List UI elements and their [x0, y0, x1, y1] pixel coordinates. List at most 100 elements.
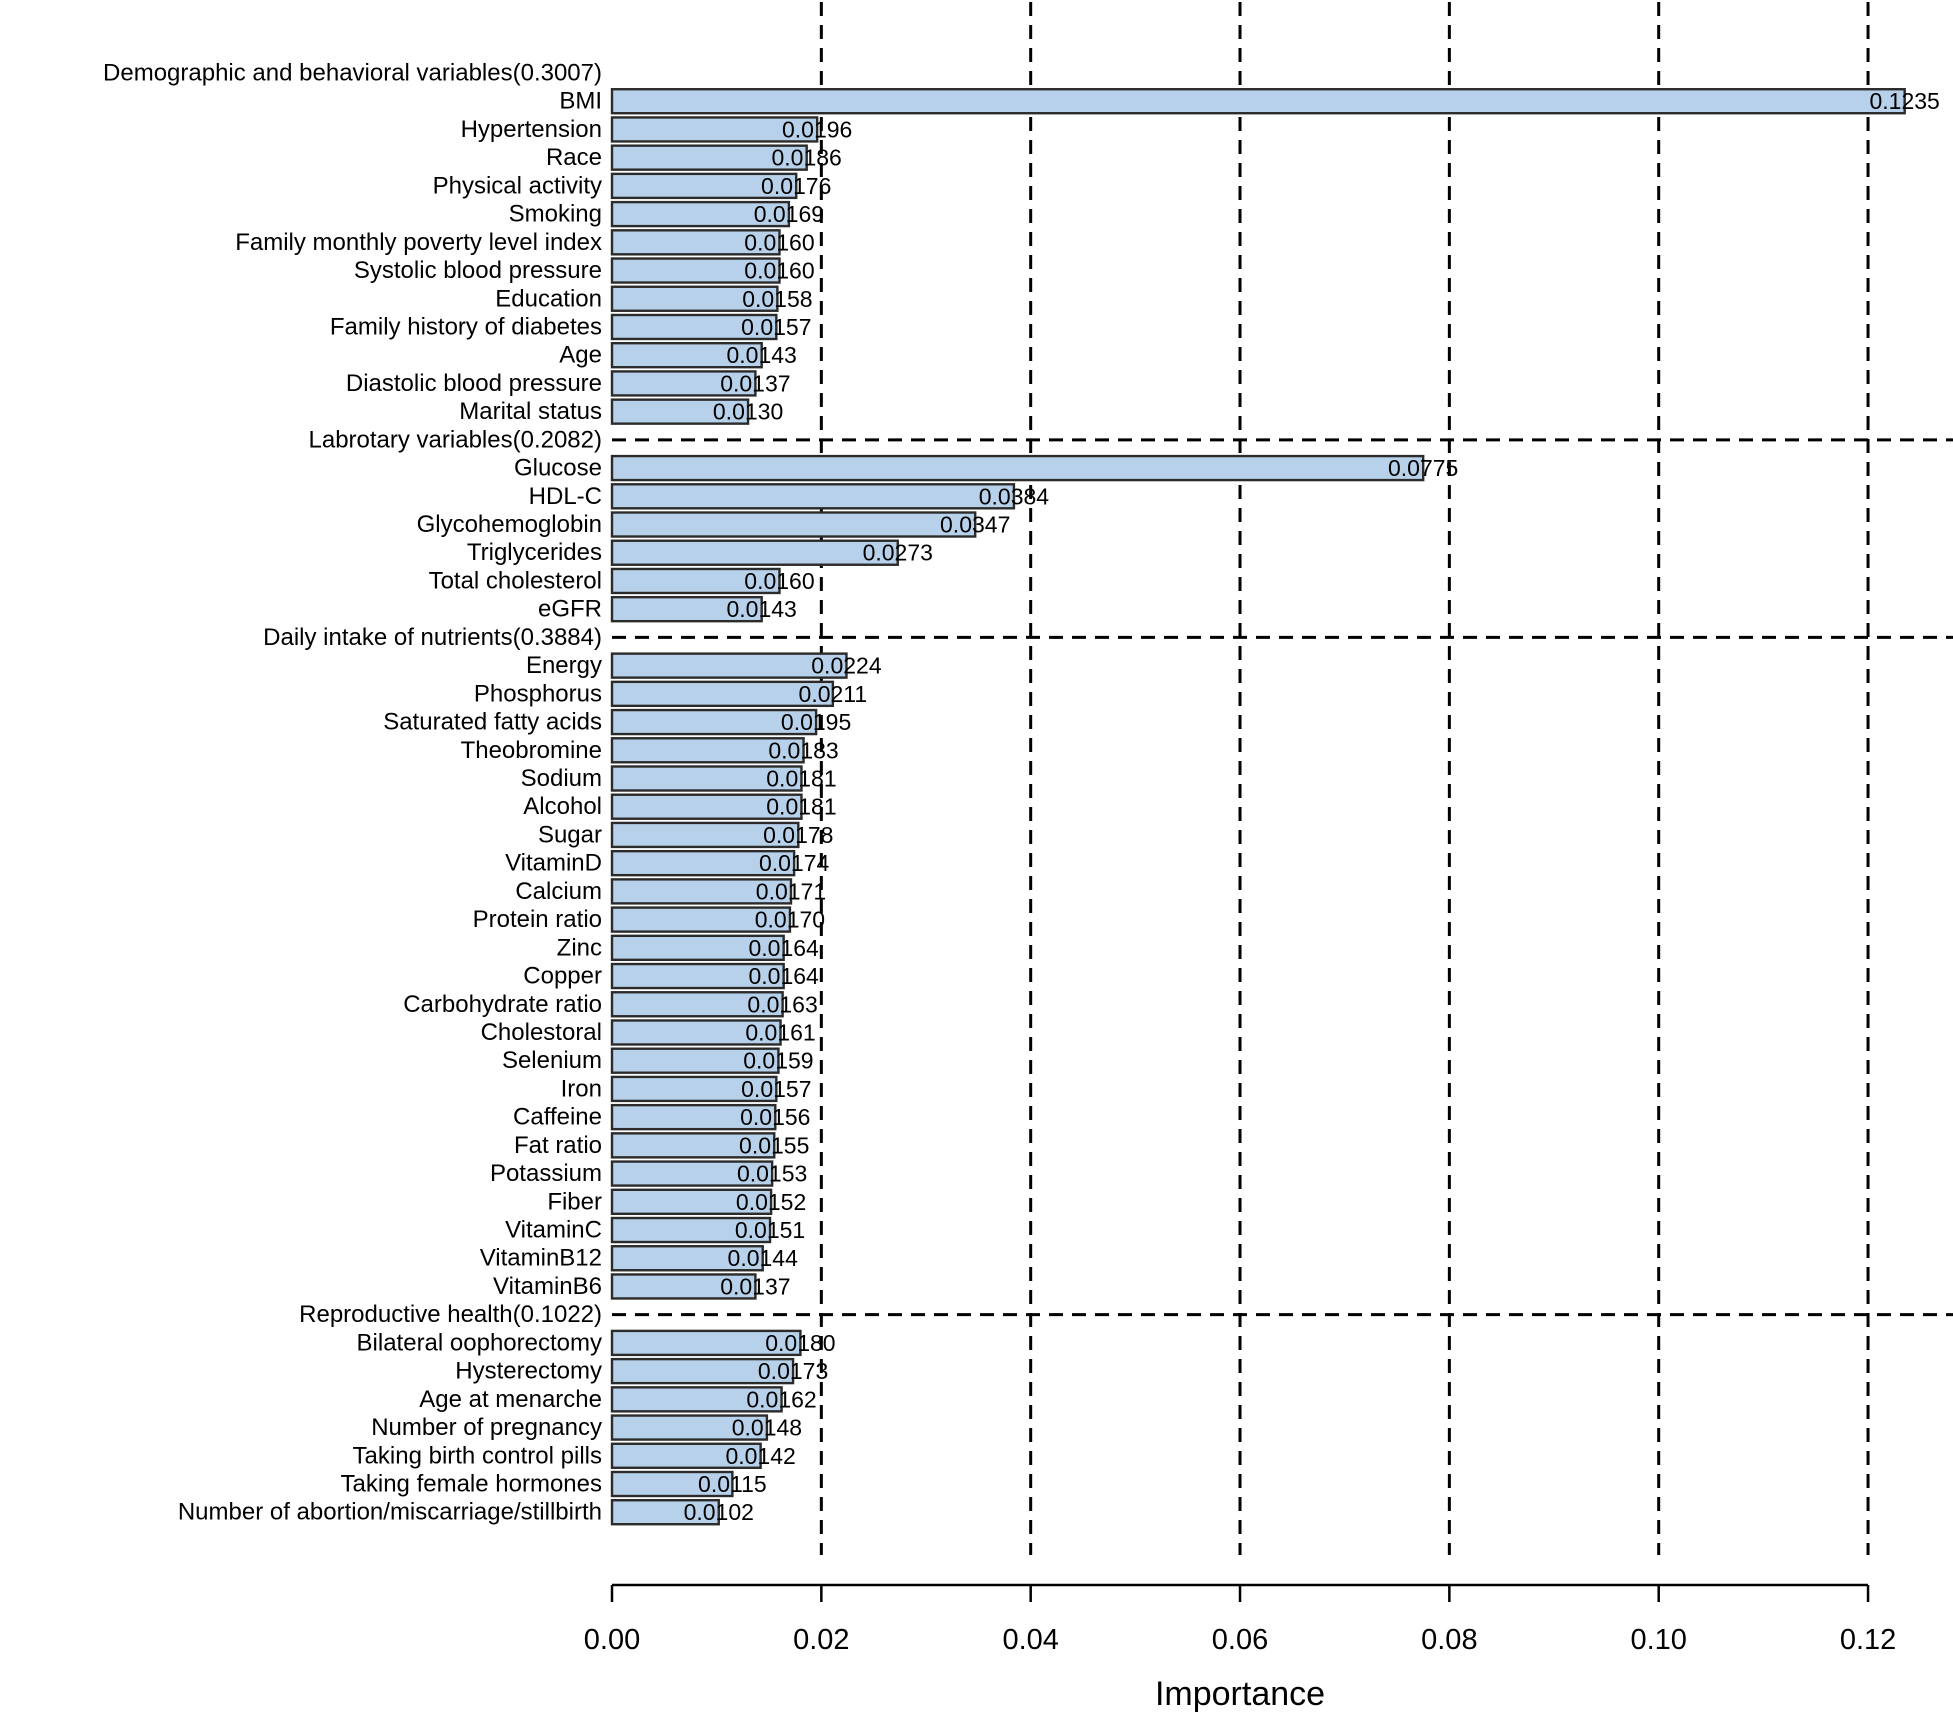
- x-tick-label: 0.06: [1212, 1624, 1268, 1656]
- bar-value: 0.0115: [698, 1471, 767, 1497]
- bar-value: 0.0347: [940, 512, 1010, 538]
- row-label: Taking birth control pills: [353, 1442, 602, 1469]
- bar: [610, 595, 763, 623]
- bar: [610, 398, 750, 425]
- row-label: Education: [495, 285, 602, 312]
- row-label: Carbohydrate ratio: [403, 991, 602, 1018]
- row-label: Fiber: [547, 1188, 602, 1215]
- x-tick-label: 0.04: [1002, 1624, 1058, 1656]
- bar-value: 0.0159: [743, 1048, 813, 1074]
- bar-value: 0.0195: [781, 709, 851, 735]
- bar-value: 0.0163: [747, 991, 817, 1017]
- bar-value: 0.0384: [979, 483, 1050, 509]
- bar: [610, 1245, 764, 1272]
- bar-value: 0.0211: [799, 681, 868, 707]
- bar-value: 0.0181: [766, 794, 836, 820]
- x-tick-label: 0.00: [584, 1624, 640, 1656]
- bar: [610, 821, 800, 849]
- row-label: eGFR: [538, 596, 602, 623]
- row-label: Alcohol: [523, 793, 602, 820]
- row-label: Caffeine: [513, 1104, 602, 1131]
- group-label: Demographic and behavioral variables(0.3…: [103, 60, 602, 87]
- bar: [610, 934, 785, 962]
- bar: [610, 1329, 802, 1357]
- bar: [610, 172, 798, 200]
- bar: [610, 229, 781, 256]
- row-label: Systolic blood pressure: [354, 257, 602, 284]
- bar-value: 0.0164: [748, 963, 819, 989]
- row-label: Hypertension: [461, 116, 602, 143]
- bar-value: 0.0143: [726, 596, 796, 622]
- bar-value: 0.0102: [684, 1499, 754, 1525]
- row-label: Taking female hormones: [341, 1471, 602, 1498]
- bar: [610, 991, 784, 1018]
- bar-value: 0.0170: [755, 907, 825, 933]
- bar-value: 0.0143: [726, 342, 796, 368]
- bar-value: 0.0158: [742, 286, 812, 312]
- bar: [610, 878, 793, 905]
- bar: [610, 906, 792, 933]
- row-label: Age at menarche: [419, 1386, 602, 1413]
- x-tick-label: 0.12: [1840, 1624, 1896, 1656]
- row-label: Fat ratio: [514, 1132, 602, 1159]
- bar: [610, 1047, 780, 1074]
- row-label: Phosphorus: [474, 680, 602, 707]
- bar-value: 0.0157: [741, 1076, 811, 1102]
- row-label: Calcium: [515, 878, 602, 905]
- bar-value: 0.1235: [1869, 88, 1939, 114]
- bar-value: 0.0160: [744, 229, 814, 255]
- bar-value: 0.0171: [756, 878, 826, 904]
- row-label: Protein ratio: [473, 906, 602, 933]
- row-label: Family history of diabetes: [330, 313, 602, 340]
- bar: [610, 285, 779, 312]
- bar: [610, 1386, 783, 1413]
- group-label: Labrotary variables(0.2082): [309, 426, 603, 453]
- bar: [610, 1132, 776, 1159]
- row-label: VitaminB12: [480, 1245, 602, 1272]
- bar: [610, 257, 781, 284]
- bar: [610, 708, 818, 736]
- bar-value: 0.0137: [720, 1273, 790, 1299]
- bar-value: 0.0173: [758, 1358, 828, 1384]
- bar-value: 0.0162: [746, 1386, 816, 1412]
- bar: [610, 370, 757, 397]
- row-label: Family monthly poverty level index: [235, 229, 602, 256]
- row-label: Glucose: [514, 455, 602, 482]
- bar: [610, 567, 781, 595]
- bar: [610, 1160, 774, 1187]
- bar-value: 0.0142: [725, 1443, 795, 1469]
- bar-value: 0.0196: [782, 116, 852, 142]
- group-label: Daily intake of nutrients(0.3884): [263, 624, 602, 651]
- row-label: Triglycerides: [467, 539, 602, 566]
- row-label: Number of abortion/miscarriage/stillbirt…: [178, 1499, 602, 1526]
- row-label: Saturated fatty acids: [383, 709, 602, 736]
- bar-value: 0.0151: [735, 1217, 805, 1243]
- bar-value: 0.0775: [1388, 455, 1458, 481]
- bar: [610, 1470, 734, 1498]
- bar: [610, 1216, 772, 1244]
- bar-value: 0.0180: [765, 1330, 835, 1356]
- bar: [610, 793, 803, 820]
- row-label: Glycohemoglobin: [417, 511, 602, 538]
- bar-value: 0.0186: [772, 145, 842, 171]
- bar: [610, 483, 1016, 510]
- row-label: Number of pregnancy: [371, 1414, 602, 1441]
- bar-value: 0.0130: [713, 399, 783, 425]
- bar: [610, 88, 1906, 115]
- bar: [610, 737, 805, 764]
- row-label: Sodium: [521, 765, 602, 792]
- bar: [610, 116, 819, 143]
- bar: [610, 454, 1425, 482]
- bar: [610, 962, 785, 990]
- bar: [610, 680, 835, 708]
- row-label: Smoking: [509, 201, 602, 228]
- bar: [610, 765, 803, 792]
- row-label: Race: [546, 144, 602, 171]
- bar: [610, 1414, 769, 1441]
- bar: [610, 1442, 762, 1469]
- row-label: Cholestoral: [481, 1019, 602, 1046]
- bar-value: 0.0155: [739, 1132, 809, 1158]
- bar-value: 0.0157: [741, 314, 811, 340]
- row-label: BMI: [559, 88, 602, 115]
